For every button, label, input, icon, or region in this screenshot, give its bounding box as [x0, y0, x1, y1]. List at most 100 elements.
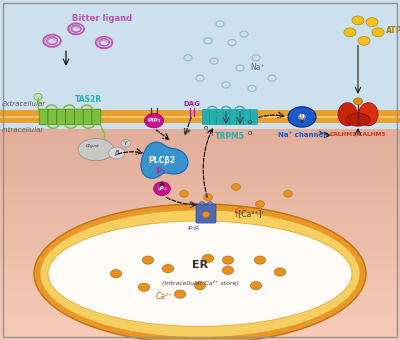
Bar	[0, 298, 400, 302]
Text: ↑[Ca²⁺]ᴵ: ↑[Ca²⁺]ᴵ	[232, 209, 263, 218]
Bar	[0, 192, 400, 197]
Bar	[0, 197, 400, 201]
Text: IP₃R: IP₃R	[187, 226, 199, 231]
Ellipse shape	[372, 28, 384, 37]
Text: ATP: ATP	[386, 26, 400, 35]
Bar	[0, 214, 400, 218]
Ellipse shape	[346, 113, 370, 126]
Bar	[0, 247, 400, 252]
Bar	[0, 310, 400, 315]
Ellipse shape	[34, 204, 366, 340]
Ellipse shape	[222, 256, 234, 264]
FancyBboxPatch shape	[66, 109, 74, 125]
Bar	[0, 226, 400, 231]
Text: DAG: DAG	[184, 101, 200, 107]
Text: o: o	[204, 124, 208, 131]
Ellipse shape	[232, 184, 240, 190]
Bar	[0, 116, 400, 118]
Ellipse shape	[154, 182, 170, 195]
Text: (Intracellular Ca²⁺ store): (Intracellular Ca²⁺ store)	[162, 280, 238, 286]
Ellipse shape	[354, 98, 362, 105]
Bar	[0, 243, 400, 247]
Bar	[0, 159, 400, 163]
Bar	[0, 142, 400, 146]
Ellipse shape	[288, 107, 316, 127]
Bar	[0, 133, 400, 138]
Ellipse shape	[78, 139, 114, 161]
Ellipse shape	[200, 202, 204, 205]
FancyBboxPatch shape	[230, 109, 237, 124]
Text: Intracellular: Intracellular	[2, 126, 44, 133]
Ellipse shape	[358, 36, 370, 45]
Ellipse shape	[254, 256, 266, 264]
Ellipse shape	[250, 282, 262, 290]
Ellipse shape	[338, 103, 357, 126]
Bar	[0, 167, 400, 171]
Bar	[0, 231, 400, 235]
Bar	[0, 146, 400, 150]
Bar	[0, 285, 400, 289]
Text: TAS2R: TAS2R	[74, 96, 102, 104]
Ellipse shape	[222, 266, 234, 274]
Text: Bitter ligand: Bitter ligand	[72, 14, 132, 23]
Bar	[0, 319, 400, 323]
Bar	[0, 180, 400, 184]
Bar	[0, 277, 400, 281]
Ellipse shape	[142, 256, 154, 264]
Bar	[0, 302, 400, 306]
Text: Ca²⁺: Ca²⁺	[156, 292, 172, 301]
Bar	[0, 209, 400, 214]
Ellipse shape	[256, 201, 264, 207]
Ellipse shape	[194, 282, 206, 290]
Bar	[0, 273, 400, 277]
Ellipse shape	[202, 211, 210, 218]
Text: Na⁺ channel: Na⁺ channel	[278, 132, 326, 138]
Bar	[0, 129, 400, 133]
Bar	[0, 323, 400, 327]
Bar	[0, 264, 400, 268]
Ellipse shape	[109, 147, 125, 159]
Bar	[0, 171, 400, 175]
Ellipse shape	[352, 16, 364, 25]
FancyBboxPatch shape	[57, 109, 66, 125]
Bar	[0, 306, 400, 310]
Bar	[0, 289, 400, 294]
FancyBboxPatch shape	[236, 109, 244, 124]
Bar	[0, 205, 400, 209]
FancyBboxPatch shape	[250, 109, 258, 124]
Ellipse shape	[366, 18, 378, 27]
Ellipse shape	[299, 115, 305, 119]
Bar	[0, 256, 400, 260]
Bar	[0, 281, 400, 285]
Ellipse shape	[138, 283, 150, 291]
Ellipse shape	[359, 103, 378, 126]
FancyBboxPatch shape	[83, 109, 92, 125]
Bar	[0, 315, 400, 319]
Ellipse shape	[202, 254, 214, 262]
FancyBboxPatch shape	[48, 109, 57, 125]
Ellipse shape	[144, 114, 164, 128]
Text: o: o	[248, 119, 252, 125]
Bar	[0, 260, 400, 264]
Polygon shape	[141, 142, 188, 178]
Text: CALHM1/CALHM3: CALHM1/CALHM3	[330, 132, 386, 137]
Bar	[0, 118, 400, 123]
FancyBboxPatch shape	[196, 204, 216, 223]
Ellipse shape	[204, 194, 212, 201]
Ellipse shape	[40, 210, 360, 337]
Bar	[0, 150, 400, 154]
Bar	[0, 235, 400, 239]
FancyBboxPatch shape	[243, 109, 250, 124]
Text: PLCβ2: PLCβ2	[148, 156, 176, 165]
Bar	[0, 163, 400, 167]
FancyBboxPatch shape	[74, 109, 83, 125]
Bar	[0, 184, 400, 188]
Bar	[0, 222, 400, 226]
Bar	[0, 252, 400, 256]
FancyBboxPatch shape	[210, 109, 217, 124]
Ellipse shape	[110, 270, 122, 278]
FancyBboxPatch shape	[39, 109, 48, 125]
Bar	[0, 239, 400, 243]
Bar	[0, 268, 400, 273]
FancyBboxPatch shape	[223, 109, 230, 124]
